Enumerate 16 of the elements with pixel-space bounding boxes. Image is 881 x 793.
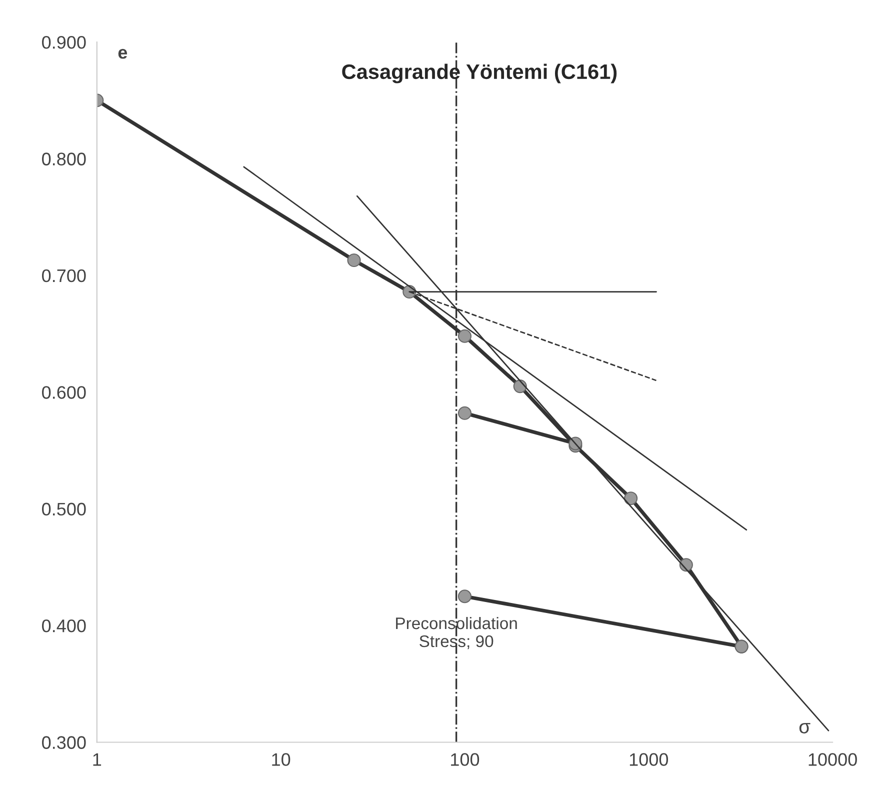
x-tick-label: 1000 (630, 753, 668, 766)
y-axis-title: e (118, 48, 128, 59)
y-tick-label: 0.700 (42, 269, 86, 282)
y-tick-label: 0.900 (42, 36, 86, 49)
y-tick-label: 0.300 (42, 736, 86, 749)
x-tick-label: 1 (93, 753, 102, 766)
x-tick-label: 10 (272, 753, 290, 766)
y-tick-label: 0.800 (42, 152, 86, 166)
x-axis-title: σ (799, 723, 810, 734)
ref-line-label: Preconsolidation Stress; 90 (396, 616, 517, 650)
y-tick-label: 0.600 (42, 386, 86, 399)
y-tick-label: 0.400 (42, 619, 86, 632)
x-tick-label: 100 (451, 753, 480, 766)
text: Casagrande Yöntemi (C161) (342, 64, 617, 84)
x-tick-label: 10000 (808, 753, 857, 766)
y-tick-label: 0.500 (42, 502, 86, 516)
